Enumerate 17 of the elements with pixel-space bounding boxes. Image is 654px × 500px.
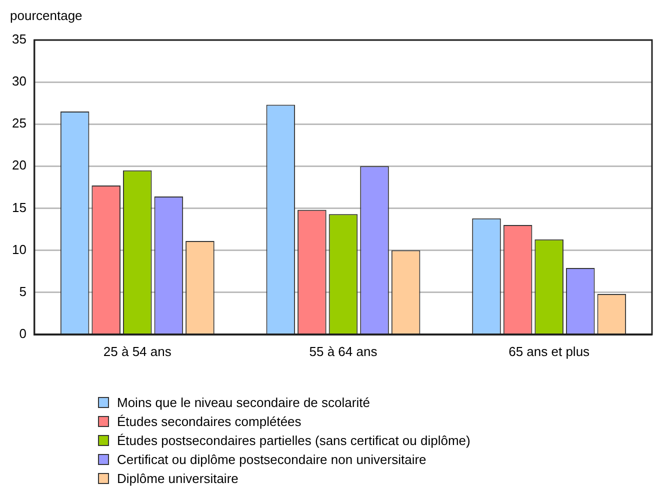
x-tick-label: 65 ans et plus — [508, 344, 590, 359]
y-tick-label: 25 — [12, 116, 26, 131]
legend-label: Certificat ou diplôme postsecondaire non universitaire — [117, 451, 426, 469]
legend-label: Études postsecondaires partielles (sans certificat ou diplôme) — [117, 432, 470, 450]
y-tick-label: 20 — [12, 158, 26, 173]
legend-label: Diplôme universitaire — [117, 470, 238, 488]
y-tick-label: 10 — [12, 242, 26, 257]
y-axis-title: pourcentage — [10, 8, 82, 23]
x-tick-label: 25 à 54 ans — [103, 344, 172, 359]
y-tick-label: 35 — [12, 32, 26, 47]
y-tick-label: 15 — [12, 200, 26, 215]
y-tick-label: 0 — [19, 326, 26, 341]
y-tick-label: 5 — [19, 284, 26, 299]
y-tick-label: 30 — [12, 74, 26, 89]
legend-label: Moins que le niveau secondaire de scolarité — [117, 394, 370, 412]
legend-label: Études secondaires complétées — [117, 413, 302, 431]
x-tick-label: 55 à 64 ans — [309, 344, 378, 359]
